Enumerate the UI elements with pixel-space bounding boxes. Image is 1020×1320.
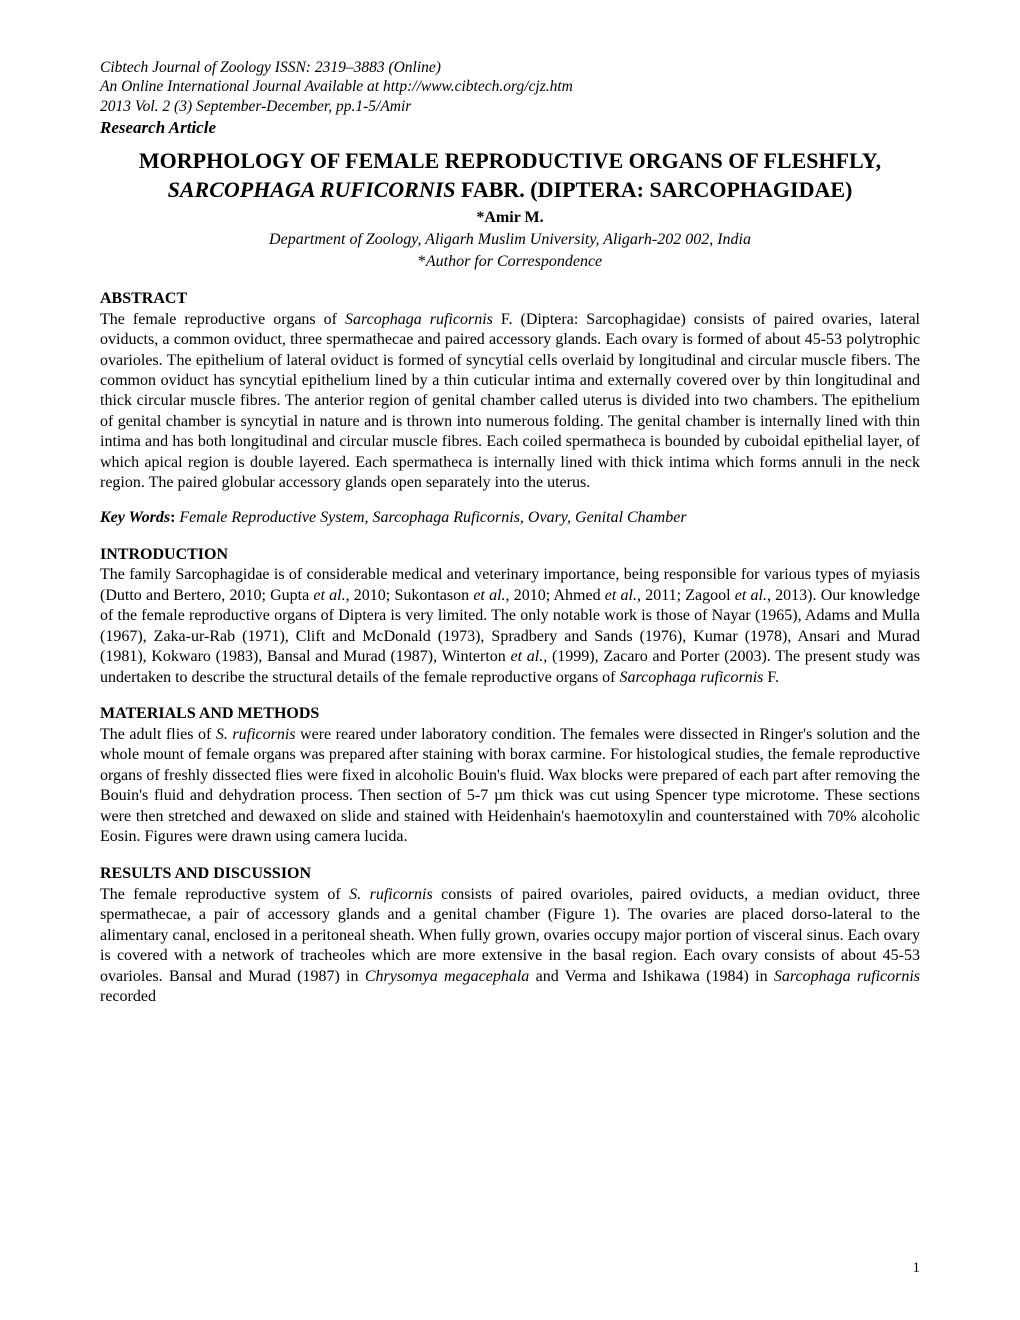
correspondence-label: Author for Correspondence <box>426 253 602 270</box>
abstract-body: The female reproductive organs of Sarcop… <box>100 310 920 494</box>
introduction-body: The family Sarcophagidae is of considera… <box>100 565 920 688</box>
intro-et1: et al., <box>313 587 349 604</box>
page-number: 1 <box>913 1259 921 1279</box>
journal-line-1: Cibtech Journal of Zoology ISSN: 2319–38… <box>100 58 920 77</box>
intro-c: 2010; Ahmed <box>510 587 605 604</box>
keywords-label: Key Words <box>100 509 170 526</box>
abstract-species: Sarcophaga ruficornis <box>345 311 493 328</box>
intro-d: 2011; Zagool <box>641 587 735 604</box>
paper-title: MORPHOLOGY OF FEMALE REPRODUCTIVE ORGANS… <box>100 147 920 204</box>
abstract-text-a: The female reproductive organs of <box>100 311 345 328</box>
intro-et4: et al., <box>735 587 771 604</box>
intro-et5: et al., <box>511 648 548 665</box>
introduction-heading: INTRODUCTION <box>100 545 920 566</box>
title-post: FABR. (DIPTERA: SARCOPHAGIDAE) <box>456 177 853 202</box>
intro-et2: et al., <box>473 587 509 604</box>
journal-line-3: 2013 Vol. 2 (3) September-December, pp.1… <box>100 97 920 116</box>
journal-line-2: An Online International Journal Availabl… <box>100 77 920 96</box>
materials-a: The adult flies of <box>100 726 216 743</box>
intro-b: 2010; Sukontason <box>350 587 474 604</box>
results-species-3: Sarcophaga ruficornis <box>774 968 920 985</box>
title-pre: MORPHOLOGY OF FEMALE REPRODUCTIVE ORGANS… <box>139 148 881 173</box>
results-species-1: S. ruficornis <box>349 886 433 903</box>
results-body: The female reproductive system of S. ruf… <box>100 885 920 1008</box>
author-name: *Amir M. <box>100 208 920 229</box>
intro-g: F. <box>763 669 779 686</box>
author-affiliation: Department of Zoology, Aligarh Muslim Un… <box>100 230 920 251</box>
abstract-heading: ABSTRACT <box>100 289 920 310</box>
keywords-values: Female Reproductive System, Sarcophaga R… <box>179 509 686 526</box>
results-a: The female reproductive system of <box>100 886 349 903</box>
correspondence-star: * <box>418 253 426 270</box>
intro-species: Sarcophaga ruficornis <box>620 669 764 686</box>
results-heading: RESULTS AND DISCUSSION <box>100 864 920 885</box>
keywords: Key Words: Female Reproductive System, S… <box>100 508 920 529</box>
results-d: recorded <box>100 988 156 1005</box>
materials-body: The adult flies of S. ruficornis were re… <box>100 725 920 848</box>
intro-et3: et al., <box>605 587 641 604</box>
results-species-2: Chrysomya megacephala <box>365 968 529 985</box>
results-c: and Verma and Ishikawa (1984) in <box>529 968 774 985</box>
title-species: SARCOPHAGA RUFICORNIS <box>168 177 456 202</box>
abstract-text-b: F. (Diptera: Sarcophagidae) consists of … <box>100 311 920 492</box>
materials-b: were reared under laboratory condition. … <box>100 726 920 845</box>
correspondence-note: *Author for Correspondence <box>100 252 920 273</box>
journal-header: Cibtech Journal of Zoology ISSN: 2319–38… <box>100 58 920 116</box>
keywords-colon: : <box>170 509 179 526</box>
materials-heading: MATERIALS AND METHODS <box>100 704 920 725</box>
article-type: Research Article <box>100 117 920 139</box>
materials-species: S. ruficornis <box>216 726 296 743</box>
